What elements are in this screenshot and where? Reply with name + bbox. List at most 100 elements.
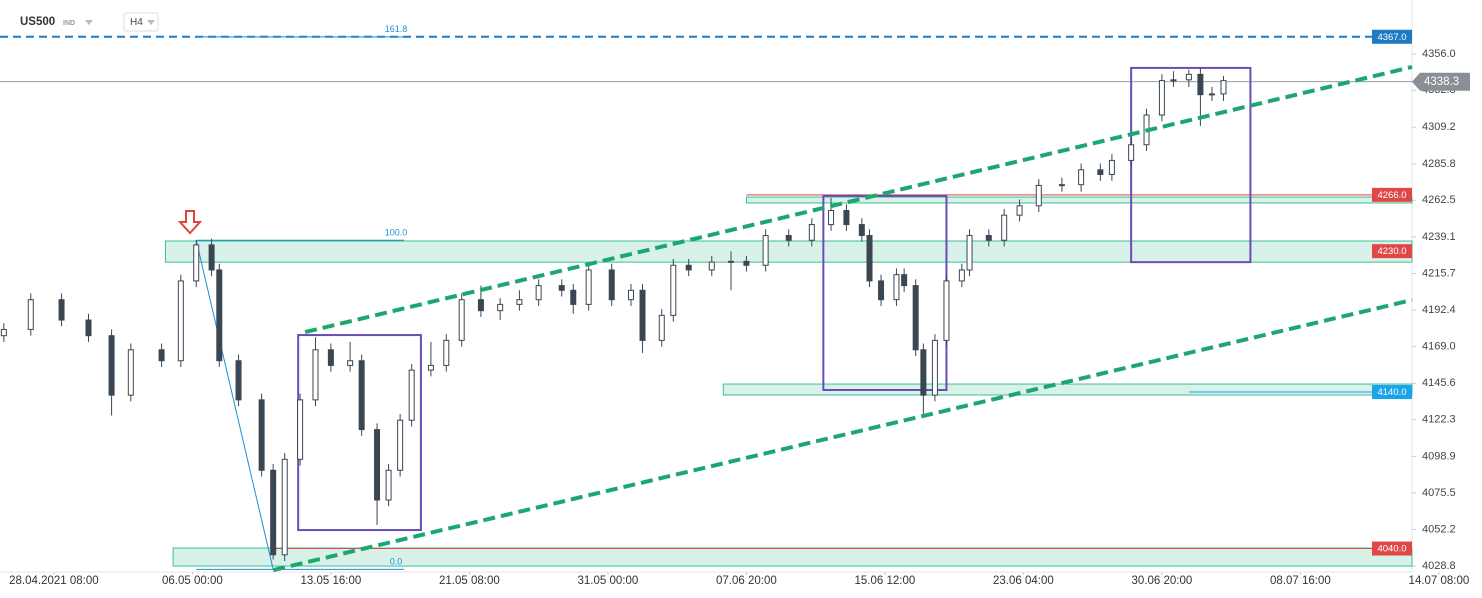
y-tick-label: 4215.7 (1422, 267, 1456, 279)
market: IND (63, 20, 75, 27)
candle-body (497, 303, 504, 312)
candle-body (1128, 144, 1135, 161)
candle-body (1078, 169, 1085, 186)
level-tag (1372, 244, 1412, 259)
y-tick-label: 4075.5 (1422, 487, 1456, 499)
candle-body (570, 289, 577, 305)
candle-body (866, 235, 873, 282)
candle-body (281, 458, 288, 556)
sell-arrow (177, 210, 203, 235)
candle-body (728, 260, 735, 263)
level-tag (1372, 29, 1412, 44)
timeframe-select[interactable] (123, 12, 159, 32)
candle-body (108, 335, 115, 396)
candle-body (743, 260, 750, 266)
level-tag-label: 4140.0 (1377, 387, 1406, 398)
candle-body (893, 274, 900, 301)
candle-body (1158, 80, 1165, 116)
candle-body (966, 235, 973, 271)
x-tick-label: 15.06 12:00 (855, 575, 916, 587)
candle-body (1058, 184, 1065, 187)
candle-body (1035, 184, 1042, 207)
candle-body (193, 244, 200, 282)
y-tick-label: 4239.1 (1422, 231, 1456, 243)
candle-body (1016, 205, 1023, 216)
candle-body (27, 299, 34, 330)
timeframe: H4 (130, 17, 143, 28)
candle-body (1197, 73, 1204, 96)
level-tag-label: 4040.0 (1377, 544, 1406, 555)
candle-body (685, 264, 692, 271)
candle-body (535, 285, 542, 301)
candle-body (347, 360, 354, 366)
zone (745, 196, 1413, 204)
candle-body (608, 269, 615, 301)
candle-body (312, 349, 319, 401)
candle-body (931, 339, 938, 396)
x-tick-label: 21.05 08:00 (439, 575, 500, 587)
candle-body (258, 399, 265, 471)
candle-body (0, 328, 7, 337)
y-tick-label: 4356.0 (1422, 48, 1456, 60)
candle-body (443, 339, 450, 366)
y-tick-label: 4028.8 (1422, 560, 1456, 572)
last-price-label: 4338.3 (1424, 76, 1459, 88)
candle-body (216, 269, 223, 362)
fib-label: 0.0 (390, 557, 403, 567)
candle-body (85, 319, 92, 337)
candle-body (158, 349, 165, 362)
level-tag-label: 4367.0 (1377, 32, 1406, 43)
candle-body (920, 349, 927, 396)
x-tick-label: 30.06 20:00 (1132, 575, 1193, 587)
candle-body (985, 235, 992, 241)
candle-body (1208, 93, 1215, 96)
candle-body (901, 274, 908, 287)
candle-body (177, 280, 184, 362)
candle-body (785, 235, 792, 241)
candle-body (843, 209, 850, 226)
x-tick-label: 07.06 20:00 (716, 575, 777, 587)
x-tick-label: 14.07 08:00 (1409, 575, 1470, 587)
candle-body (627, 289, 634, 301)
candle-body (708, 261, 715, 271)
y-tick-label: 4309.2 (1422, 121, 1456, 133)
x-tick-label: 31.05 00:00 (578, 575, 639, 587)
candle-body (458, 299, 465, 341)
fib-label: 100.0 (385, 228, 408, 238)
candle-body (477, 299, 484, 312)
candle-body (1170, 79, 1177, 82)
candle-body (385, 469, 392, 501)
x-tick-label: 08.07 16:00 (1270, 575, 1331, 587)
level-tag-label: 4266.0 (1377, 190, 1406, 201)
candle-body (762, 235, 769, 266)
candle-body (658, 314, 665, 341)
candle-body (374, 429, 381, 501)
candle-body (127, 349, 134, 396)
candle-body (808, 224, 815, 241)
candle-body (912, 285, 919, 351)
trendline (304, 65, 1413, 335)
symbol-dropdown[interactable] (85, 20, 93, 25)
candle-body (235, 360, 242, 401)
y-tick-label: 4145.6 (1422, 377, 1456, 389)
y-tick-label: 4285.8 (1422, 158, 1456, 170)
candle-body (358, 360, 365, 431)
candle-body (1108, 159, 1115, 175)
y-tick-label: 4192.4 (1422, 304, 1456, 316)
candle-body (208, 244, 215, 271)
candle-body (670, 264, 677, 316)
y-tick-label: 4098.9 (1422, 450, 1456, 462)
candle-body (585, 269, 592, 305)
fib-label: 161.8 (385, 24, 408, 34)
candle-body (858, 224, 865, 237)
candle-body (270, 469, 277, 556)
candle-body (408, 369, 415, 421)
candle-body (297, 399, 304, 460)
candle-body (828, 209, 835, 226)
x-tick-label: 06.05 00:00 (162, 575, 223, 587)
y-tick-label: 4052.2 (1422, 523, 1456, 535)
candle-body (516, 299, 523, 305)
level-tag-label: 4230.0 (1377, 246, 1406, 257)
candle-body (1097, 169, 1104, 175)
